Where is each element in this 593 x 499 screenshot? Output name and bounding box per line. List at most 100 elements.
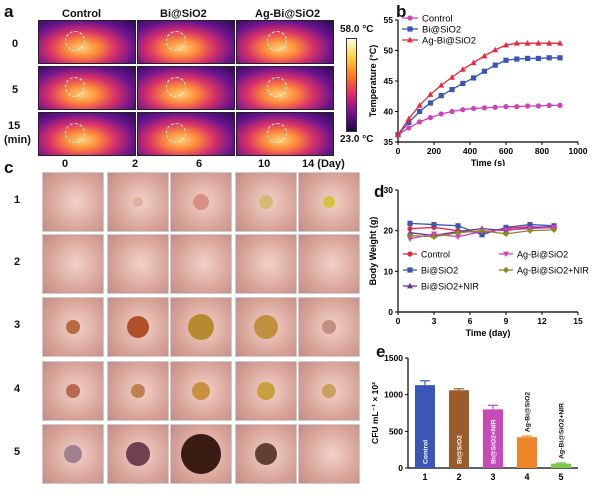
colorbar-min-label: 23.0 °C bbox=[340, 134, 374, 145]
data-point bbox=[460, 80, 466, 87]
panel-e-label: e bbox=[376, 342, 386, 361]
wound-photo-g2-d1 bbox=[107, 234, 169, 294]
panel-b-label: b bbox=[396, 2, 407, 21]
chart-b-ytick-1: 40 bbox=[384, 107, 394, 117]
chart-b-xtick-0: 0 bbox=[396, 146, 401, 156]
thermal-row-5: 5 bbox=[12, 84, 19, 96]
wound-area bbox=[66, 320, 80, 334]
data-point bbox=[455, 234, 461, 240]
group-label-5: 5 bbox=[14, 446, 21, 458]
e-bar-label-5: Ag-Bi@SiO2+NIR bbox=[559, 403, 566, 459]
data-point bbox=[459, 66, 466, 72]
data-point bbox=[546, 55, 552, 61]
wound-area bbox=[126, 442, 150, 466]
legend-marker bbox=[503, 266, 509, 274]
wound-photo-g3-d3 bbox=[235, 297, 297, 357]
data-point bbox=[503, 41, 509, 48]
wound-photo-g1-d3 bbox=[235, 172, 297, 232]
group-label-3: 3 bbox=[14, 319, 21, 331]
wound-area bbox=[66, 384, 80, 398]
wound-photo-g2-d3 bbox=[235, 234, 297, 294]
legend-d-4: Ag-Bi@SiO2+NIR bbox=[517, 266, 589, 276]
wound-photo-g5-d1 bbox=[107, 424, 169, 484]
wound-photo-g4-d4 bbox=[298, 361, 360, 421]
data-point bbox=[427, 100, 433, 106]
group-label-1: 1 bbox=[14, 194, 21, 206]
wound-area bbox=[193, 194, 209, 210]
chart-d-xtick-4: 12 bbox=[537, 316, 547, 326]
wound-area bbox=[127, 316, 149, 338]
panel-a-label: a bbox=[4, 2, 14, 21]
data-point bbox=[407, 232, 413, 239]
data-point bbox=[479, 227, 485, 234]
data-point bbox=[546, 39, 553, 46]
data-point bbox=[481, 68, 487, 74]
wound-area bbox=[322, 384, 336, 398]
chart-b-ytick-2: 45 bbox=[384, 76, 394, 86]
data-point bbox=[438, 93, 444, 99]
bar-4 bbox=[517, 437, 537, 468]
data-point bbox=[438, 111, 444, 117]
legend-marker bbox=[407, 251, 413, 257]
e-bar-label-1: Control bbox=[423, 440, 430, 464]
chart-d-ytick-2: 20 bbox=[384, 226, 394, 236]
e-bar-label-4: Ag-Bi@SiO2 bbox=[525, 392, 532, 432]
data-point bbox=[431, 221, 437, 228]
wound-photo-g3-d4 bbox=[298, 297, 360, 357]
data-point bbox=[514, 56, 520, 62]
chart-d-ytick-0: 0 bbox=[388, 307, 393, 317]
data-point bbox=[503, 230, 509, 238]
data-point bbox=[427, 115, 433, 121]
thermal-row-0: 0 bbox=[12, 38, 19, 50]
chart-d-xlabel: Time (day) bbox=[466, 328, 511, 338]
bar-5 bbox=[551, 463, 571, 468]
data-point bbox=[406, 125, 412, 131]
data-point bbox=[557, 55, 563, 61]
legend-marker bbox=[407, 267, 413, 273]
data-point bbox=[455, 223, 461, 229]
thermal-col-bi: Bi@SiO2 bbox=[160, 8, 207, 20]
day-header-0: 0 bbox=[62, 158, 69, 170]
e-ylabel: CFU mL⁻¹ × 10² bbox=[370, 382, 380, 444]
roi-circle bbox=[65, 31, 85, 51]
chart-b-ylabel: Temperature (°C) bbox=[368, 45, 378, 117]
series-bi-sio2 bbox=[395, 55, 563, 138]
chart-b-xtick-2: 400 bbox=[463, 146, 477, 156]
wound-photo-g3-d0 bbox=[42, 297, 104, 357]
chart-b-ytick-4: 55 bbox=[384, 15, 394, 25]
legend-marker bbox=[407, 26, 413, 32]
e-xtick-2: 2 bbox=[456, 472, 461, 482]
data-point bbox=[395, 131, 401, 138]
legend-marker bbox=[407, 15, 413, 21]
e-xtick-1: 1 bbox=[422, 472, 427, 482]
chart-d-xtick-0: 0 bbox=[396, 316, 401, 326]
wound-photo-g3-d1 bbox=[107, 297, 169, 357]
roi-circle bbox=[267, 31, 287, 51]
wound-photo-g4-d1 bbox=[107, 361, 169, 421]
colorbar-max-label: 58.0 °C bbox=[340, 24, 374, 35]
legend-marker bbox=[407, 36, 413, 43]
data-point bbox=[503, 57, 509, 63]
day-header-1: 2 bbox=[132, 158, 139, 170]
wound-photo-g1-d0 bbox=[42, 172, 104, 232]
chart-b-xtick-1: 200 bbox=[427, 146, 441, 156]
data-point bbox=[479, 232, 485, 238]
wound-photo-g2-d2 bbox=[170, 234, 232, 294]
thermal-image-0-1 bbox=[38, 66, 136, 110]
wound-photo-g1-d2 bbox=[170, 172, 232, 232]
chart-b-xtick-5: 1000 bbox=[569, 146, 588, 156]
thermal-image-0-2 bbox=[38, 112, 136, 156]
chart-d-xtick-5: 15 bbox=[573, 316, 583, 326]
e-xtick-4: 4 bbox=[524, 472, 529, 482]
thermal-image-1-0 bbox=[137, 20, 235, 64]
data-point bbox=[406, 119, 412, 126]
data-point bbox=[503, 104, 509, 110]
chart-d-ytick-3: 30 bbox=[384, 185, 394, 195]
data-point bbox=[471, 75, 477, 81]
data-point bbox=[449, 74, 455, 80]
e-xtick-3: 3 bbox=[490, 472, 495, 482]
wound-area bbox=[181, 434, 221, 474]
e-bar-label-3: Bi@SiO2+NIR bbox=[491, 419, 498, 464]
data-point bbox=[417, 108, 423, 115]
data-point bbox=[492, 46, 499, 53]
